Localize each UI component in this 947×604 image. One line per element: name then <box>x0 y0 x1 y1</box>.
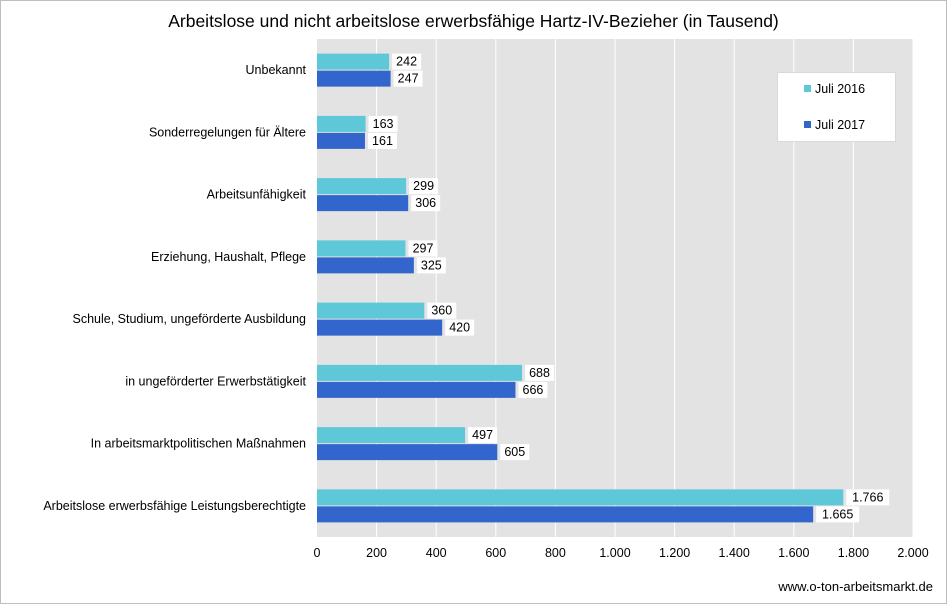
data-label: 420 <box>449 321 470 335</box>
data-label: 306 <box>415 196 436 210</box>
data-label: 297 <box>413 241 434 255</box>
data-label-box <box>368 115 398 132</box>
bar-juli-2017 <box>317 70 391 87</box>
data-label: 163 <box>373 117 394 131</box>
data-label: 242 <box>396 55 417 69</box>
bar-juli-2016 <box>317 178 407 195</box>
legend-swatch-juli-2017 <box>804 121 811 128</box>
data-label: 666 <box>523 383 544 397</box>
data-label-box <box>393 70 423 87</box>
bar-juli-2016 <box>317 364 523 381</box>
x-tick-label: 400 <box>426 546 447 560</box>
x-tick-label: 1.200 <box>659 546 690 560</box>
data-label-box <box>500 444 530 461</box>
legend-item-juli-2016: Juli 2016 <box>804 82 865 96</box>
x-tick-label: 200 <box>366 546 387 560</box>
category-label: in ungeförderter Erwerbstätigkeit <box>125 374 306 388</box>
data-label: 1.766 <box>852 490 883 504</box>
data-label-box <box>408 240 438 257</box>
bar-juli-2017 <box>317 257 414 274</box>
data-label: 605 <box>504 445 525 459</box>
bar-juli-2017 <box>317 319 443 336</box>
x-tick-label: 1.800 <box>838 546 869 560</box>
legend: Juli 2016 Juli 2017 <box>777 72 896 142</box>
category-label: Erziehung, Haushalt, Pflege <box>151 250 306 264</box>
legend-swatch-juli-2016 <box>804 85 811 92</box>
bar-juli-2016 <box>317 240 406 257</box>
category-label: Arbeitslose erwerbsfähige Leistungsberec… <box>43 499 306 513</box>
x-tick-label: 1.400 <box>719 546 750 560</box>
category-label: In arbeitsmarktpolitischen Maßnahmen <box>91 437 306 451</box>
bar-juli-2017 <box>317 381 516 398</box>
bar-juli-2017 <box>317 444 498 461</box>
chart-title: Arbeitslose und nicht arbeitslose erwerb… <box>168 11 779 31</box>
x-tick-label: 800 <box>545 546 566 560</box>
bar-juli-2017 <box>317 132 365 149</box>
legend-item-juli-2017: Juli 2017 <box>804 118 865 132</box>
data-label-box <box>409 178 439 195</box>
bar-juli-2017 <box>317 506 814 523</box>
legend-label-juli-2017: Juli 2017 <box>815 118 866 132</box>
data-label: 1.665 <box>822 507 853 521</box>
category-label: Sonderregelungen für Ältere <box>149 125 306 139</box>
x-tick-label: 0 <box>314 546 321 560</box>
data-label: 360 <box>431 304 452 318</box>
data-label-box <box>411 195 441 212</box>
x-tick-label: 1.600 <box>778 546 809 560</box>
x-tick-label: 1.000 <box>599 546 630 560</box>
source-footer: www.o-ton-arbeitsmarkt.de <box>778 579 933 594</box>
data-label-box <box>392 53 422 70</box>
data-label: 688 <box>529 366 550 380</box>
bar-juli-2016 <box>317 427 466 444</box>
bar-juli-2017 <box>317 195 409 212</box>
data-label-box <box>427 302 457 319</box>
data-label-box <box>525 364 555 381</box>
data-label: 161 <box>372 134 393 148</box>
legend-label-juli-2016: Juli 2016 <box>815 82 866 96</box>
category-label: Schule, Studium, ungeförderte Ausbildung <box>73 312 307 326</box>
x-tick-label: 600 <box>485 546 506 560</box>
bar-juli-2016 <box>317 489 844 506</box>
bar-juli-2016 <box>317 302 425 319</box>
data-label-box <box>416 257 446 274</box>
data-label-box <box>367 132 397 149</box>
data-label: 497 <box>472 428 493 442</box>
bar-juli-2016 <box>317 53 390 70</box>
data-label: 247 <box>398 72 419 86</box>
data-label-box <box>816 506 860 523</box>
bar-juli-2016 <box>317 115 366 132</box>
data-label: 325 <box>421 258 442 272</box>
data-label: 299 <box>413 179 434 193</box>
category-label: Unbekannt <box>246 63 307 77</box>
data-label-box <box>445 319 475 336</box>
x-tick-label: 2.000 <box>897 546 928 560</box>
category-label: Arbeitsunfähigkeit <box>207 188 307 202</box>
data-label-box <box>846 489 890 506</box>
data-label-box <box>518 381 548 398</box>
data-label-box <box>468 427 498 444</box>
